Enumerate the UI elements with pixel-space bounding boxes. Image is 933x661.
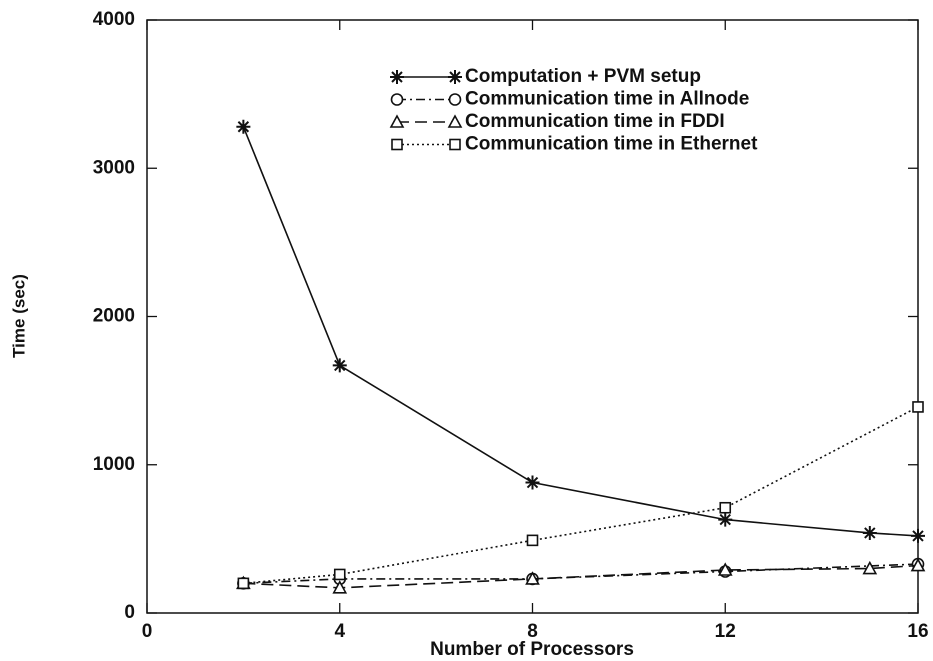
- y-tick-label: 4000: [93, 9, 135, 30]
- marker-star: [525, 475, 540, 490]
- y-tick-label: 1000: [93, 454, 135, 475]
- marker-triangle: [525, 571, 540, 585]
- legend-label: Communication time in Ethernet: [465, 134, 758, 155]
- y-axis-label: Time (sec): [9, 274, 28, 358]
- y-tick-label: 3000: [93, 157, 135, 178]
- marker-star: [862, 525, 877, 540]
- marker-square: [237, 577, 250, 590]
- marker-triangle: [332, 580, 348, 594]
- x-tick-label: 8: [527, 621, 538, 642]
- legend-marker: [449, 138, 461, 151]
- legend-label: Computation + PVM setup: [465, 66, 701, 87]
- x-axis-label: Number of Processors: [430, 639, 634, 660]
- marker-triangle: [717, 562, 733, 576]
- marker-square: [719, 501, 732, 514]
- y-tick-label: 2000: [93, 306, 135, 327]
- legend-marker: [391, 138, 403, 151]
- series-line: [243, 406, 919, 585]
- legend-marker: [448, 93, 462, 106]
- legend-marker: [448, 70, 462, 84]
- legend-marker: [390, 70, 404, 84]
- marker-square: [333, 568, 346, 581]
- marker-star: [236, 119, 251, 134]
- legend-label: Communication time in Allnode: [465, 89, 749, 110]
- series-line: [243, 564, 919, 589]
- x-tick-label: 16: [907, 621, 928, 642]
- legend-label: Communication time in FDDI: [465, 111, 725, 132]
- legend-marker: [389, 114, 405, 128]
- x-tick-label: 4: [334, 621, 345, 642]
- marker-triangle: [862, 560, 878, 575]
- marker-square: [912, 401, 924, 413]
- x-tick-label: 12: [715, 621, 736, 642]
- marker-star: [911, 528, 925, 543]
- series-line: [242, 126, 919, 537]
- legend-marker: [447, 114, 463, 128]
- x-tick-label: 0: [142, 621, 153, 642]
- legend-marker: [390, 93, 404, 106]
- marker-star: [332, 358, 347, 373]
- marker-square: [526, 534, 539, 547]
- y-tick-label: 0: [124, 602, 135, 623]
- marker-star: [718, 512, 733, 527]
- marker-triangle: [910, 557, 926, 572]
